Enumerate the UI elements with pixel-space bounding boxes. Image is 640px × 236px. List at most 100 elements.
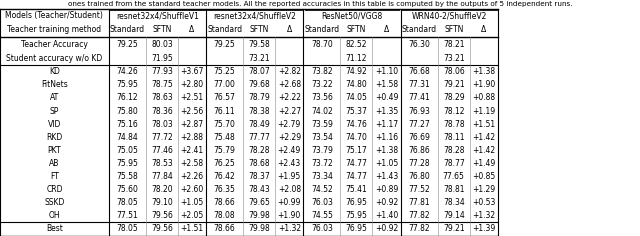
Text: 78.37: 78.37 bbox=[248, 172, 270, 181]
Text: +2.08: +2.08 bbox=[278, 185, 301, 194]
Text: OH: OH bbox=[49, 211, 60, 220]
Text: 77.41: 77.41 bbox=[408, 93, 430, 102]
Text: +0.99: +0.99 bbox=[278, 198, 301, 207]
Text: +0.85: +0.85 bbox=[472, 172, 495, 181]
Text: 75.95: 75.95 bbox=[346, 211, 367, 220]
Text: +2.80: +2.80 bbox=[180, 80, 204, 89]
Text: +2.60: +2.60 bbox=[180, 185, 204, 194]
Text: 74.05: 74.05 bbox=[346, 93, 367, 102]
Text: +1.16: +1.16 bbox=[375, 133, 398, 142]
Text: +2.79: +2.79 bbox=[278, 120, 301, 129]
Text: 78.07: 78.07 bbox=[248, 67, 270, 76]
Text: SP: SP bbox=[50, 106, 59, 116]
Text: 71.12: 71.12 bbox=[346, 54, 367, 63]
Text: +2.41: +2.41 bbox=[180, 146, 204, 155]
Text: 76.03: 76.03 bbox=[311, 198, 333, 207]
Text: 78.20: 78.20 bbox=[151, 185, 173, 194]
Text: +1.43: +1.43 bbox=[375, 172, 398, 181]
Text: +2.27: +2.27 bbox=[278, 106, 301, 116]
Text: +1.42: +1.42 bbox=[472, 146, 495, 155]
Text: 78.34: 78.34 bbox=[443, 198, 465, 207]
Text: Student accuracy w/o KD: Student accuracy w/o KD bbox=[6, 54, 102, 63]
Text: 77.81: 77.81 bbox=[408, 198, 430, 207]
Text: +0.92: +0.92 bbox=[375, 198, 398, 207]
Text: 78.12: 78.12 bbox=[443, 106, 465, 116]
Text: FitNets: FitNets bbox=[41, 80, 68, 89]
Text: resnet32x4/ShuffleV1: resnet32x4/ShuffleV1 bbox=[116, 11, 199, 20]
Text: 79.21: 79.21 bbox=[443, 224, 465, 233]
Text: KD: KD bbox=[49, 67, 60, 76]
Text: 78.63: 78.63 bbox=[151, 93, 173, 102]
Text: +1.05: +1.05 bbox=[375, 159, 398, 168]
Text: 77.52: 77.52 bbox=[408, 185, 430, 194]
Text: 73.21: 73.21 bbox=[443, 54, 465, 63]
Text: +0.89: +0.89 bbox=[375, 185, 398, 194]
Text: 78.75: 78.75 bbox=[151, 80, 173, 89]
Text: 76.42: 76.42 bbox=[214, 172, 236, 181]
Text: 79.21: 79.21 bbox=[443, 80, 465, 89]
Text: RKD: RKD bbox=[46, 133, 63, 142]
Text: 78.78: 78.78 bbox=[443, 120, 465, 129]
Text: 74.55: 74.55 bbox=[311, 211, 333, 220]
Text: 79.98: 79.98 bbox=[248, 224, 270, 233]
Text: 76.95: 76.95 bbox=[346, 198, 367, 207]
Text: 71.95: 71.95 bbox=[151, 54, 173, 63]
Text: +2.82: +2.82 bbox=[278, 67, 301, 76]
Text: 76.30: 76.30 bbox=[408, 40, 430, 49]
Text: 75.70: 75.70 bbox=[214, 120, 236, 129]
Text: +3.67: +3.67 bbox=[180, 67, 204, 76]
Text: +2.29: +2.29 bbox=[278, 133, 301, 142]
Text: +1.51: +1.51 bbox=[472, 120, 495, 129]
Text: +1.42: +1.42 bbox=[472, 133, 495, 142]
Text: +2.51: +2.51 bbox=[180, 93, 204, 102]
Text: ResNet50/VGG8: ResNet50/VGG8 bbox=[321, 11, 383, 20]
Text: 75.05: 75.05 bbox=[116, 146, 138, 155]
Text: SFTN: SFTN bbox=[152, 25, 172, 34]
Text: 77.51: 77.51 bbox=[116, 211, 138, 220]
Text: 79.68: 79.68 bbox=[248, 80, 270, 89]
Text: 76.57: 76.57 bbox=[214, 93, 236, 102]
Text: 75.25: 75.25 bbox=[214, 67, 236, 76]
Text: +1.49: +1.49 bbox=[472, 159, 495, 168]
Text: +0.92: +0.92 bbox=[375, 224, 398, 233]
Text: SFTN: SFTN bbox=[250, 25, 269, 34]
Text: 78.43: 78.43 bbox=[248, 185, 270, 194]
Text: 78.21: 78.21 bbox=[443, 40, 465, 49]
Text: 80.03: 80.03 bbox=[151, 40, 173, 49]
Text: Δ: Δ bbox=[481, 25, 486, 34]
Text: 77.84: 77.84 bbox=[151, 172, 173, 181]
Text: 77.28: 77.28 bbox=[408, 159, 430, 168]
Text: +1.35: +1.35 bbox=[375, 106, 398, 116]
Text: 76.11: 76.11 bbox=[214, 106, 236, 116]
Text: 74.52: 74.52 bbox=[311, 185, 333, 194]
Text: 78.38: 78.38 bbox=[248, 106, 270, 116]
Text: +2.26: +2.26 bbox=[180, 172, 204, 181]
Text: 78.05: 78.05 bbox=[116, 224, 138, 233]
Text: 75.95: 75.95 bbox=[116, 80, 138, 89]
Text: 74.76: 74.76 bbox=[346, 120, 367, 129]
Text: 74.84: 74.84 bbox=[116, 133, 138, 142]
Text: +1.39: +1.39 bbox=[472, 224, 495, 233]
Text: 74.70: 74.70 bbox=[346, 133, 367, 142]
Text: Δ: Δ bbox=[287, 25, 292, 34]
Text: Standard: Standard bbox=[305, 25, 339, 34]
Text: Best: Best bbox=[46, 224, 63, 233]
Text: 76.80: 76.80 bbox=[408, 172, 430, 181]
Text: ones trained from the standard teacher models. All the reported accuracies in th: ones trained from the standard teacher m… bbox=[68, 1, 572, 7]
Text: 77.93: 77.93 bbox=[151, 67, 173, 76]
Text: 79.65: 79.65 bbox=[248, 198, 270, 207]
Text: Standard: Standard bbox=[110, 25, 145, 34]
Text: AT: AT bbox=[50, 93, 59, 102]
Text: 77.31: 77.31 bbox=[408, 80, 430, 89]
Text: Δ: Δ bbox=[189, 25, 195, 34]
Text: 78.77: 78.77 bbox=[443, 159, 465, 168]
Text: 76.68: 76.68 bbox=[408, 67, 430, 76]
Text: +1.05: +1.05 bbox=[180, 198, 204, 207]
Text: 73.34: 73.34 bbox=[311, 172, 333, 181]
Text: 74.26: 74.26 bbox=[116, 67, 138, 76]
Text: 78.08: 78.08 bbox=[214, 211, 236, 220]
Text: 74.02: 74.02 bbox=[311, 106, 333, 116]
Text: Δ: Δ bbox=[384, 25, 389, 34]
Text: 78.28: 78.28 bbox=[248, 146, 270, 155]
Text: 73.82: 73.82 bbox=[311, 67, 333, 76]
